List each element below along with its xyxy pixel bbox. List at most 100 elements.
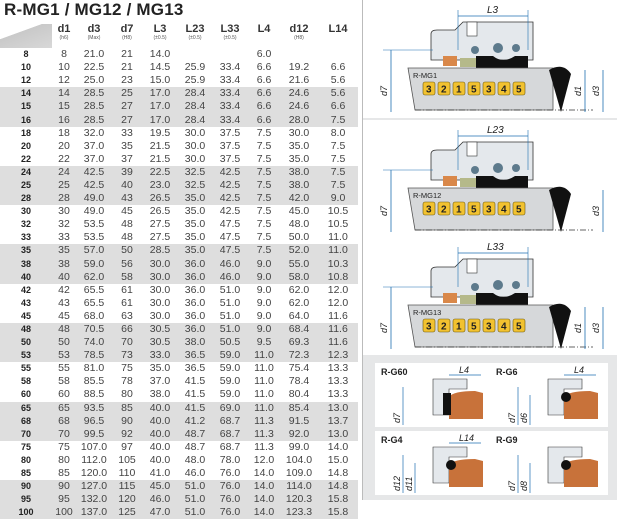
table-row: 85 85 120.0 110 41.0 46.0 76.0 14.0 109.0 14.8 — [0, 467, 358, 480]
cell: 42.0 — [280, 192, 318, 206]
cell: 88.5 — [83, 388, 105, 401]
table-row: 100 100 137.0 125 47.0 51.0 76.0 14.0 123.3 15.8 — [0, 506, 358, 519]
cell: 105 — [118, 453, 136, 466]
seat-model-label: R-G9 — [496, 435, 518, 445]
cell: 41.5 — [178, 401, 212, 415]
cell: 78.4 — [288, 375, 310, 388]
size-key: 90 — [0, 480, 52, 494]
cell: 21.0 — [83, 48, 105, 61]
cell: 85 — [112, 401, 142, 415]
diagram-panel: L3 R-MG1 3 2 1 5 3 4 5 d7 d1 d3 L23 R-MG12 3 2 1 5 3 4 5 d7 d3… — [362, 0, 617, 500]
shaft-cone — [549, 186, 571, 232]
cell: 58 — [112, 270, 142, 284]
cell: 48.0 — [184, 453, 206, 466]
part-number: 3 — [426, 205, 432, 216]
cell: 137.0 — [76, 506, 112, 519]
cell: 59.0 — [212, 349, 248, 363]
part-number-badge: 3 — [482, 201, 496, 216]
cell: 56 — [112, 257, 142, 271]
cell: 30.0 — [142, 270, 178, 284]
table-row: 12 12 25.0 23 15.0 25.9 33.4 6.6 21.6 5.6 — [0, 74, 358, 87]
cell: 68.7 — [212, 427, 248, 441]
table-row: 30 30 49.0 45 26.5 35.0 42.5 7.5 45.0 10.5 — [0, 205, 358, 218]
column-tolerance: (±0.5) — [188, 35, 202, 41]
cell: 23.0 — [142, 178, 178, 193]
cell: 37.0 — [149, 375, 171, 388]
table-row: 90 90 127.0 115 45.0 51.0 76.0 14.0 114.0 14.8 — [0, 480, 358, 494]
cell: 7.5 — [256, 231, 272, 244]
cell: 61 — [121, 283, 133, 296]
cell: 61 — [121, 296, 133, 309]
cell: 19.2 — [288, 61, 310, 74]
cell: 38 — [52, 257, 76, 271]
cell: 6.6 — [330, 61, 346, 74]
column-label: d3 — [87, 23, 101, 35]
diameter-label: d7 — [507, 480, 517, 491]
cell: 9.0 — [318, 192, 358, 206]
cell: 107.0 — [80, 440, 108, 453]
column-label: L4 — [257, 23, 271, 35]
cell: 64.0 — [288, 309, 310, 322]
cell: 37.0 — [83, 139, 105, 152]
cell: 25 — [52, 178, 76, 193]
cell: 78.0 — [219, 453, 241, 466]
cell: 30.0 — [288, 126, 310, 139]
cell: 6.6 — [256, 61, 272, 74]
cell: 36.0 — [178, 270, 212, 284]
cell: 36.0 — [178, 322, 212, 337]
cell: 10.5 — [327, 205, 349, 218]
seat-drawing: d7 d8 — [507, 446, 598, 493]
cell: 33.4 — [212, 113, 248, 127]
cell: 90 — [52, 480, 76, 494]
cell: 41.2 — [178, 414, 212, 428]
column-tolerance: (H8) — [122, 35, 132, 41]
cell: 24 — [52, 165, 76, 179]
size-key: 100 — [0, 506, 52, 519]
cell — [280, 48, 318, 61]
column-header-d12: d12 (H8) — [280, 24, 318, 48]
cell: 51.0 — [219, 283, 241, 296]
cell: 75 — [121, 362, 133, 375]
cell: 30.0 — [184, 139, 206, 152]
cell: 40.0 — [149, 453, 171, 466]
gland-outline — [432, 378, 468, 416]
cell: 63 — [121, 309, 133, 322]
cell: 97 — [121, 440, 133, 453]
cell: 15.0 — [149, 74, 171, 87]
size-key: 68 — [0, 414, 52, 428]
seat-ring — [460, 178, 476, 187]
part-number: 1 — [456, 322, 462, 333]
column-label: L23 — [185, 23, 205, 35]
cell: 58.0 — [280, 270, 318, 284]
cell: 11.0 — [328, 231, 348, 244]
cell: 78.5 — [76, 349, 112, 363]
cell: 33.4 — [212, 100, 248, 114]
badge-box — [467, 81, 481, 96]
part-number-badge: 3 — [422, 201, 436, 216]
table-row: 70 70 99.5 92 40.0 48.7 68.7 11.3 92.0 13.0 — [0, 427, 358, 441]
length-label: L4 — [574, 365, 584, 375]
cell: 30.0 — [149, 283, 171, 296]
cell: 22.5 — [142, 165, 178, 179]
cell: 35.0 — [288, 152, 310, 165]
cell: 13.3 — [327, 362, 349, 375]
cell: 21 — [121, 61, 133, 74]
diameter-label: d7 — [379, 205, 389, 216]
cell: 13.0 — [318, 427, 358, 441]
cell: 78 — [121, 375, 133, 388]
column-tolerance: (H8) — [294, 35, 304, 41]
diameter-label: d7 — [379, 85, 389, 96]
cell: 38.0 — [280, 165, 318, 179]
cell: 68 — [52, 414, 76, 428]
cell: 36.0 — [178, 257, 212, 271]
cell: 12.0 — [327, 296, 349, 309]
part-number: 5 — [471, 322, 477, 333]
cell: 33.4 — [212, 87, 248, 101]
badge-box — [497, 81, 511, 96]
cell: 11.0 — [318, 244, 358, 258]
bellows — [476, 293, 528, 305]
table-row: 68 68 96.5 90 40.0 41.2 68.7 11.3 91.5 13.7 — [0, 414, 358, 428]
cell: 99.5 — [76, 427, 112, 441]
length-label: L23 — [487, 125, 504, 136]
cell: 26.5 — [142, 192, 178, 206]
